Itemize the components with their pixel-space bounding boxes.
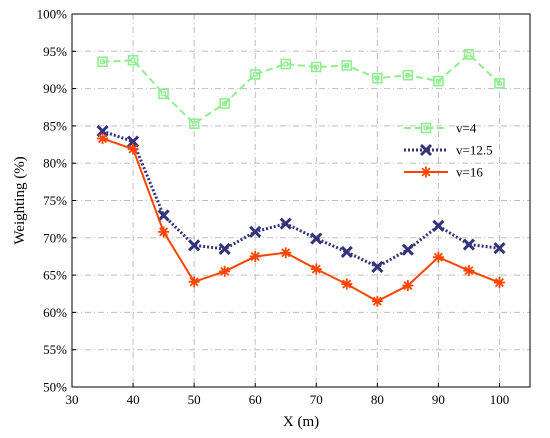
- data-point: [249, 69, 261, 80]
- data-point: [188, 276, 200, 288]
- data-point: [463, 265, 475, 277]
- data-point: [372, 72, 383, 84]
- y-tick-label: 90%: [43, 81, 67, 96]
- legend-marker: [420, 122, 432, 134]
- x-tick-label: 70: [310, 392, 323, 407]
- y-tick-label: 55%: [43, 342, 67, 357]
- series-line: [102, 137, 500, 303]
- legend-item: v=16: [404, 165, 483, 180]
- data-point: [462, 238, 475, 251]
- data-point: [188, 239, 201, 252]
- x-tick-label: 60: [249, 392, 262, 407]
- series-line: [102, 129, 500, 269]
- data-point: [249, 250, 261, 262]
- data-point: [310, 232, 323, 245]
- data-point: [493, 277, 505, 289]
- series-2: [97, 133, 505, 307]
- y-axis-title: Weighting (%): [12, 156, 28, 244]
- legend-marker: [419, 143, 433, 157]
- data-point: [402, 69, 414, 81]
- legend-marker: [420, 166, 432, 178]
- data-point: [157, 209, 170, 222]
- data-point: [340, 245, 353, 259]
- data-point: [127, 143, 139, 155]
- series-0: [97, 48, 505, 129]
- data-point: [280, 58, 292, 70]
- legend-item: v=12.5: [404, 143, 493, 158]
- series-layer: [96, 48, 506, 307]
- data-point: [280, 247, 292, 259]
- data-point: [158, 88, 169, 100]
- data-point: [310, 61, 322, 73]
- data-point: [310, 263, 322, 275]
- legend-label: v=12.5: [456, 143, 493, 158]
- data-point: [219, 98, 230, 109]
- x-tick-label: 40: [127, 392, 140, 407]
- legend-item: v=4: [404, 121, 477, 136]
- y-tick-label: 95%: [43, 44, 67, 59]
- x-tick-label: 30: [66, 392, 79, 407]
- data-point: [432, 219, 445, 232]
- data-point: [218, 242, 231, 256]
- data-point: [97, 133, 109, 145]
- y-tick-label: 75%: [43, 193, 67, 208]
- x-axis-title: X (m): [283, 414, 319, 430]
- grid: [72, 14, 530, 387]
- data-point: [402, 280, 414, 292]
- y-tick-label: 50%: [43, 380, 67, 395]
- data-point: [341, 278, 353, 290]
- data-point: [432, 251, 444, 263]
- x-tick-label: 50: [188, 392, 201, 407]
- data-point: [494, 78, 505, 89]
- y-tick-label: 70%: [43, 230, 67, 245]
- data-point: [371, 260, 384, 273]
- data-point: [463, 48, 475, 60]
- data-point: [279, 217, 292, 230]
- data-point: [249, 225, 262, 238]
- legend: v=4 v=12.5 v=16: [404, 121, 493, 180]
- legend-label: v=4: [456, 121, 477, 136]
- y-tick-label: 80%: [43, 156, 67, 171]
- data-point: [127, 54, 139, 66]
- data-point: [188, 118, 200, 129]
- data-point: [493, 242, 506, 255]
- series-1: [96, 125, 506, 273]
- data-point: [371, 295, 383, 307]
- y-tick-label: 60%: [43, 305, 67, 320]
- y-tick-label: 65%: [43, 268, 67, 283]
- data-point: [341, 60, 353, 71]
- data-point: [158, 226, 170, 238]
- y-tick-label: 85%: [43, 118, 67, 133]
- y-tick-label: 100%: [37, 7, 68, 22]
- data-point: [433, 75, 444, 87]
- x-tick-label: 80: [371, 392, 384, 407]
- x-tick-label: 100: [490, 392, 510, 407]
- data-point: [401, 243, 414, 256]
- legend-label: v=16: [456, 165, 483, 180]
- x-tick-label: 90: [432, 392, 445, 407]
- data-point: [219, 265, 231, 277]
- data-point: [97, 56, 108, 68]
- axis-ticks: 30 40 50 60 70 80 90 100 50% 55% 60% 65% 70% 75% 80% 85…: [37, 7, 510, 408]
